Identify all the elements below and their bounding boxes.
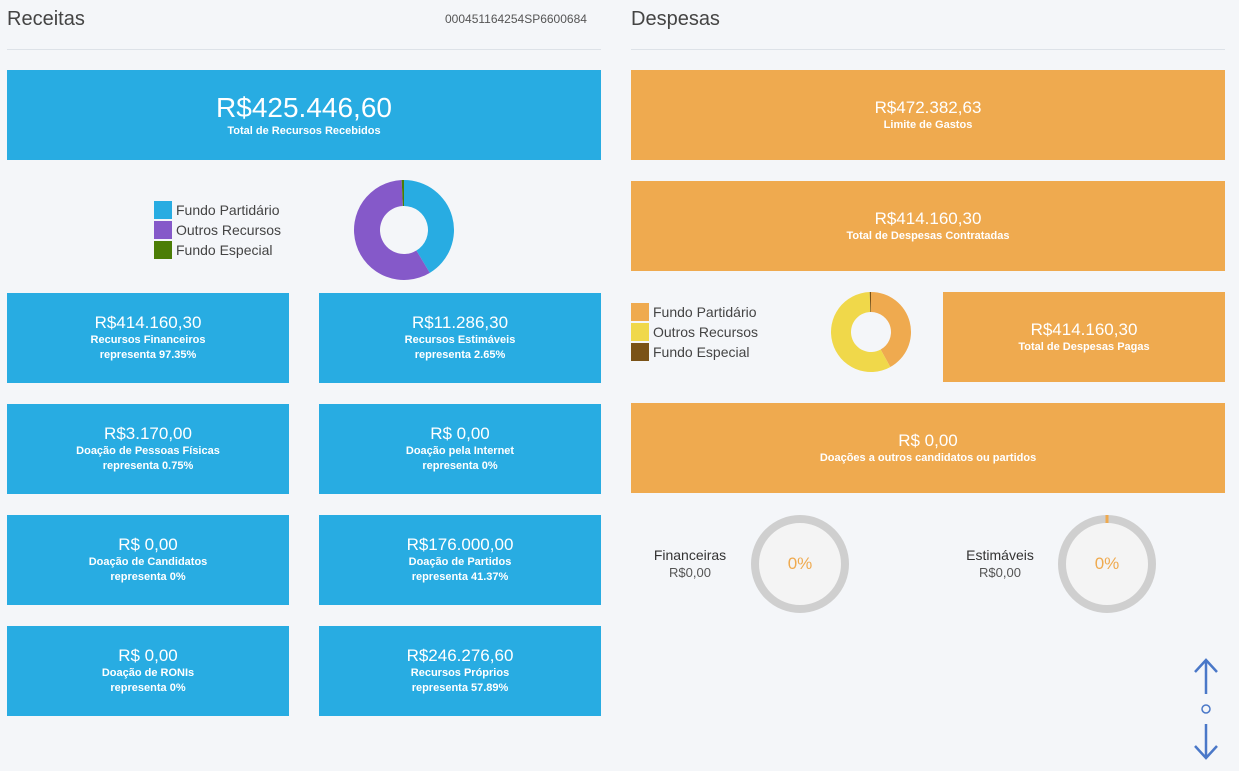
card-value: R$ 0,00 (898, 430, 958, 450)
card-value: R$11.286,30 (411, 313, 509, 332)
card-value: R$176.000,00 (406, 535, 514, 554)
doacao-internet-card[interactable]: R$ 0,00 Doação pela Internet representa … (319, 404, 601, 494)
doacao-candidatos-card[interactable]: R$ 0,00 Doação de Candidatos representa … (7, 515, 289, 605)
card-pct: representa 41.37% (411, 571, 509, 583)
card-pct: representa 57.89% (411, 682, 509, 694)
card-pct: representa 0.75% (102, 460, 194, 472)
card-label: Recursos Próprios (410, 667, 510, 679)
legend-label: Fundo Partidário (653, 304, 757, 320)
card-value: R$414.160,30 (94, 313, 202, 332)
legend-item: Outros Recursos (631, 322, 758, 342)
recursos-estimaveis-card[interactable]: R$11.286,30 Recursos Estimáveis represen… (319, 293, 601, 383)
gauge-value: R$0,00 (979, 565, 1021, 580)
scroll-nav (1194, 658, 1218, 760)
legend-label: Fundo Especial (176, 242, 273, 258)
financeiras-gauge-text: Financeiras R$0,00 (645, 546, 735, 582)
card-value: R$472.382,63 (874, 97, 982, 117)
total-recursos-label: Total de Recursos Recebidos (227, 124, 381, 137)
card-value: R$414.160,30 (874, 208, 982, 228)
despesas-donut-chart (831, 292, 911, 372)
candidate-id: 000451164254SP6600684 (445, 12, 587, 26)
doacao-ronis-card[interactable]: R$ 0,00 Doação de RONIs representa 0% (7, 626, 289, 716)
card-label: Doações a outros candidatos ou partidos (819, 451, 1037, 464)
card-pct: representa 0% (422, 460, 498, 472)
legend-item: Fundo Especial (154, 240, 281, 260)
donut-slice-fundo-partid-rio[interactable] (871, 292, 911, 368)
scroll-up-arrow-icon[interactable] (1194, 658, 1218, 694)
despesas-contratadas-card[interactable]: R$414.160,30 Total de Despesas Contratad… (631, 181, 1225, 271)
receitas-donut-chart (354, 180, 454, 280)
recursos-financeiros-card[interactable]: R$414.160,30 Recursos Financeiros repres… (7, 293, 289, 383)
donut-slice-fundo-partid-rio[interactable] (404, 180, 454, 273)
total-recursos-value: R$425.446,60 (216, 91, 392, 123)
legend-swatch (631, 343, 649, 361)
gauge-ring (751, 515, 849, 613)
doacao-partidos-card[interactable]: R$176.000,00 Doação de Partidos represen… (319, 515, 601, 605)
legend-label: Outros Recursos (653, 324, 759, 340)
card-value: R$414.160,30 (1030, 319, 1138, 339)
card-label: Doação pela Internet (405, 445, 515, 457)
gauge-title: Estimáveis (966, 547, 1034, 563)
scroll-down-arrow-icon[interactable] (1194, 724, 1218, 760)
gauge-title: Financeiras (653, 547, 727, 563)
gauge-value: R$0,00 (669, 565, 711, 580)
card-value: R$3.170,00 (104, 424, 192, 443)
estimaveis-gauge: 0% (1057, 514, 1157, 614)
card-label: Limite de Gastos (883, 118, 973, 131)
donut-slice-outros-recursos[interactable] (831, 292, 891, 372)
recursos-proprios-card[interactable]: R$246.276,60 Recursos Próprios represent… (319, 626, 601, 716)
card-label: Total de Despesas Pagas (1018, 340, 1150, 353)
doacoes-outros-card[interactable]: R$ 0,00 Doações a outros candidatos ou p… (631, 403, 1225, 493)
legend-label: Outros Recursos (176, 222, 282, 238)
donut-slice-fundo-especial[interactable] (869, 292, 871, 313)
receitas-legend: Fundo Partidário Outros Recursos Fundo E… (154, 200, 281, 260)
legend-label: Fundo Partidário (176, 202, 280, 218)
card-value: R$246.276,60 (406, 646, 514, 665)
legend-item: Outros Recursos (154, 220, 281, 240)
legend-item: Fundo Partidário (631, 302, 758, 322)
despesas-legend: Fundo Partidário Outros Recursos Fundo E… (631, 302, 758, 362)
card-label: Recursos Estimáveis (404, 334, 516, 346)
despesas-title: Despesas (631, 8, 720, 30)
card-label: Total de Despesas Contratadas (846, 229, 1010, 242)
legend-swatch (154, 221, 172, 239)
legend-label: Fundo Especial (653, 344, 750, 360)
receitas-title: Receitas (7, 8, 85, 30)
card-pct: representa 2.65% (414, 349, 506, 361)
estimaveis-gauge-text: Estimáveis R$0,00 (955, 546, 1045, 582)
legend-swatch (154, 241, 172, 259)
card-label: Doação de Pessoas Físicas (76, 445, 220, 457)
legend-swatch (631, 323, 649, 341)
card-label: Doação de Candidatos (88, 556, 208, 568)
card-pct: representa 0% (110, 682, 186, 694)
donut-slice-outros-recursos[interactable] (354, 180, 430, 280)
despesas-divider (631, 49, 1225, 50)
total-recursos-card[interactable]: R$425.446,60 Total de Recursos Recebidos (7, 70, 601, 160)
financeiras-gauge: 0% (750, 514, 850, 614)
legend-item: Fundo Especial (631, 342, 758, 362)
gauge-ring (1058, 515, 1156, 613)
receitas-divider (7, 49, 601, 50)
gauge-pct: 0% (787, 554, 813, 573)
card-value: R$ 0,00 (118, 535, 178, 554)
card-label: Doação de Partidos (408, 556, 512, 568)
legend-item: Fundo Partidário (154, 200, 281, 220)
card-pct: representa 0% (110, 571, 186, 583)
card-value: R$ 0,00 (118, 646, 178, 665)
card-label: Doação de RONIs (101, 667, 195, 679)
legend-swatch (154, 201, 172, 219)
card-pct: representa 97.35% (99, 349, 197, 361)
limite-gastos-card[interactable]: R$472.382,63 Limite de Gastos (631, 70, 1225, 160)
doacao-pessoas-fisicas-card[interactable]: R$3.170,00 Doação de Pessoas Físicas rep… (7, 404, 289, 494)
card-value: R$ 0,00 (430, 424, 490, 443)
despesas-pagas-card[interactable]: R$414.160,30 Total de Despesas Pagas (943, 292, 1225, 382)
card-label: Recursos Financeiros (90, 334, 206, 346)
gauge-pct: 0% (1094, 554, 1120, 573)
legend-swatch (631, 303, 649, 321)
donut-slice-fundo-especial[interactable] (401, 180, 404, 207)
scroll-dot-icon[interactable] (1201, 704, 1211, 714)
